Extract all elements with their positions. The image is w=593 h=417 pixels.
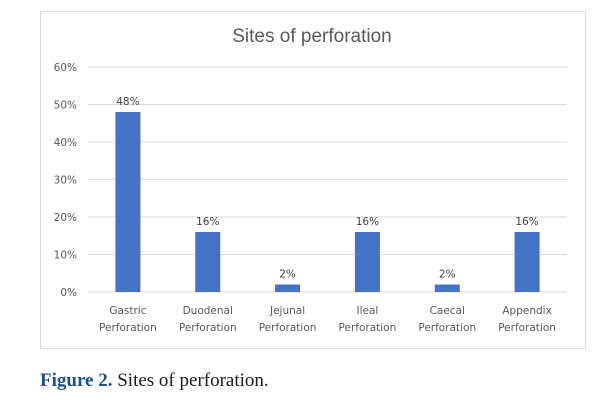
data-label: 2% bbox=[439, 269, 456, 281]
bar bbox=[354, 232, 380, 292]
bars bbox=[115, 112, 540, 292]
y-tick-label: 30% bbox=[54, 175, 77, 187]
category-label-line: Gastric bbox=[109, 305, 146, 317]
figure-caption: Figure 2. Sites of perforation. bbox=[40, 370, 269, 392]
category-label: Jejunal Perforation bbox=[259, 305, 317, 334]
category-label-line: Perforation bbox=[179, 322, 237, 334]
category-label-line: Perforation bbox=[259, 322, 317, 334]
category-label-line: Ileal bbox=[357, 305, 379, 317]
y-tick-label: 60% bbox=[54, 62, 77, 74]
figure-label: Figure 2. bbox=[40, 370, 113, 391]
figure-caption-text: Sites of perforation. bbox=[112, 370, 269, 391]
bar bbox=[514, 232, 540, 292]
category-label-line: Perforation bbox=[418, 322, 476, 334]
category-label-line: Perforation bbox=[99, 322, 157, 334]
category-label-line: Perforation bbox=[339, 322, 397, 334]
y-tick-label: 20% bbox=[54, 212, 77, 224]
bar-chart: Sites of perforation 0% 10% 20% 30% 40% 50% 60… bbox=[54, 26, 567, 334]
y-tick-label: 50% bbox=[54, 100, 77, 112]
category-label: Caecal Perforation bbox=[418, 305, 476, 334]
data-label: 48% bbox=[116, 96, 139, 108]
category-label: Duodenal Perforation bbox=[179, 305, 237, 334]
gridlines bbox=[88, 66, 567, 293]
data-label: 16% bbox=[515, 216, 538, 228]
chart-title: Sites of perforation bbox=[232, 26, 391, 47]
data-label: 2% bbox=[279, 269, 296, 281]
category-label-line: Caecal bbox=[430, 305, 465, 317]
y-tick-label: 0% bbox=[60, 287, 77, 299]
category-label: Ileal Perforation bbox=[339, 305, 397, 334]
category-label: Gastric Perforation bbox=[99, 305, 157, 334]
category-label: Appendix Perforation bbox=[498, 305, 556, 334]
bar bbox=[434, 284, 460, 292]
category-label-line: Perforation bbox=[498, 322, 556, 334]
data-label: 16% bbox=[356, 216, 379, 228]
data-label: 16% bbox=[196, 216, 219, 228]
category-label-line: Appendix bbox=[502, 305, 551, 317]
category-label-line: Jejunal bbox=[269, 305, 305, 317]
y-tick-label: 40% bbox=[54, 137, 77, 149]
bar bbox=[275, 284, 301, 292]
data-labels: 48% 16% 2% 16% 2% 16% bbox=[116, 96, 539, 281]
y-axis-ticks: 0% 10% 20% 30% 40% 50% 60% bbox=[54, 62, 77, 299]
bar bbox=[195, 232, 221, 292]
category-label-line: Duodenal bbox=[183, 305, 233, 317]
y-tick-label: 10% bbox=[54, 250, 77, 262]
bar bbox=[115, 112, 141, 292]
